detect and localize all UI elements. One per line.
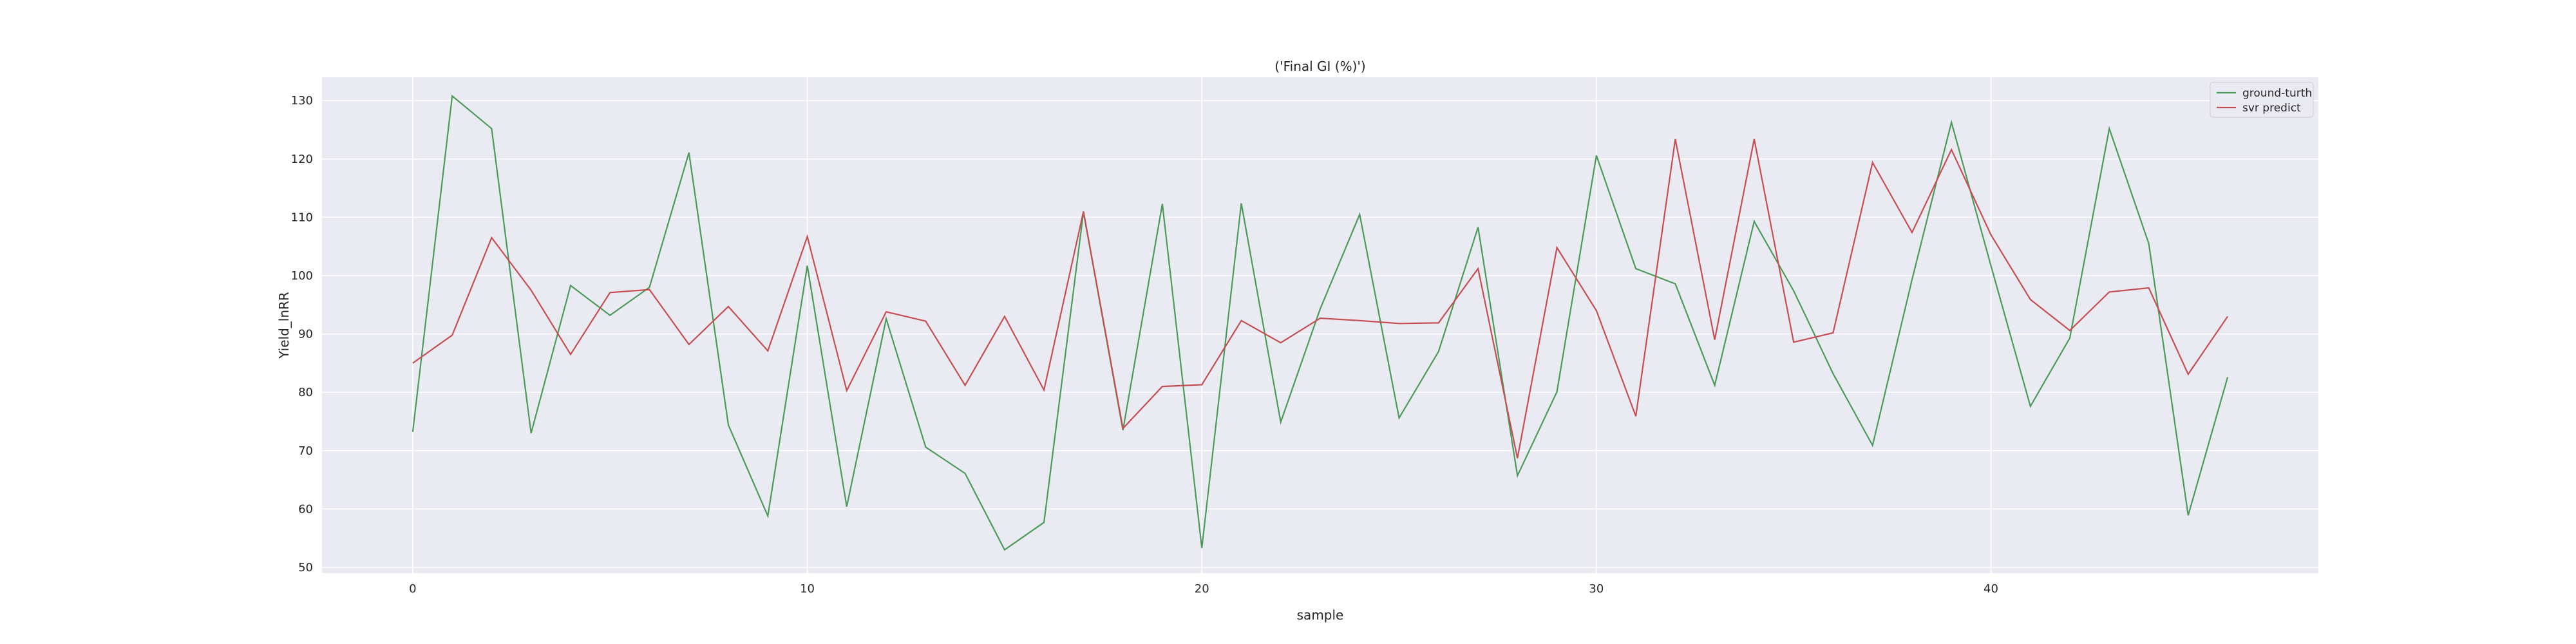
legend-label-ground-turth: ground-turth: [2242, 87, 2312, 100]
chart-title: ('Final GI (%)'): [1274, 59, 1365, 74]
y-tick-label: 80: [298, 386, 313, 399]
y-axis-title: Yield_lnRR: [276, 292, 292, 359]
y-tick-label: 50: [298, 561, 313, 574]
series-lines: [412, 94, 2229, 551]
legend: ground-turth svr predict: [2210, 82, 2314, 118]
y-tick-label: 120: [291, 153, 313, 166]
x-tick-label: 0: [409, 582, 416, 596]
y-tick-label: 110: [291, 211, 313, 224]
y-tick-label: 130: [291, 94, 313, 108]
y-tick-label: 90: [298, 328, 313, 341]
y-tick-label: 100: [291, 269, 313, 283]
plot-area: [322, 77, 2318, 573]
x-tick-label: 20: [1195, 582, 1209, 596]
tick-labels: 0 10 20 30 40 50 60 70 80 90 100 110 120 130: [291, 94, 1998, 596]
x-axis-title: sample: [1297, 607, 1344, 623]
series-line-svr-predict: [412, 138, 2229, 459]
legend-label-svr-predict: svr predict: [2242, 102, 2301, 115]
x-tick-label: 40: [1984, 582, 1998, 596]
x-tick-label: 30: [1589, 582, 1604, 596]
y-tick-label: 60: [298, 502, 313, 516]
x-tick-label: 10: [800, 582, 815, 596]
series-line-ground-turth: [412, 94, 2229, 551]
legend-box: [2210, 82, 2314, 118]
y-tick-label: 70: [298, 444, 313, 458]
grid-lines: [322, 77, 2318, 573]
